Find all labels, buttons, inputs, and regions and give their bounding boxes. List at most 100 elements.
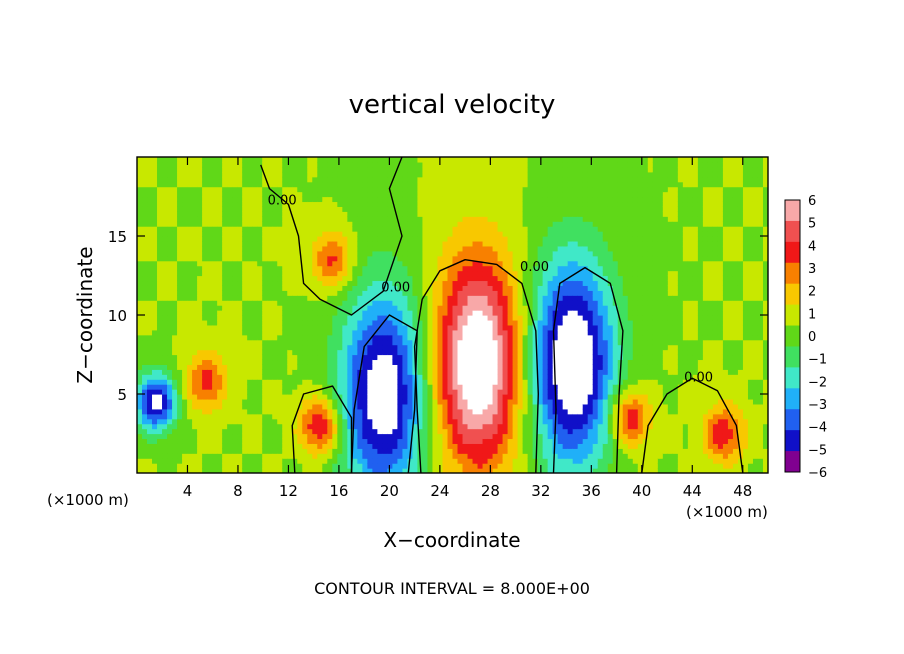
heatmap-cell bbox=[282, 413, 288, 420]
heatmap-cell bbox=[432, 176, 439, 183]
heatmap-cell bbox=[342, 468, 348, 473]
heatmap-cell bbox=[517, 186, 524, 193]
heatmap-cell bbox=[297, 374, 303, 380]
heatmap-cell bbox=[417, 438, 424, 444]
heatmap-cell bbox=[262, 418, 268, 425]
heatmap-cell bbox=[332, 344, 338, 351]
heatmap-cell bbox=[242, 374, 248, 380]
heatmap-cell bbox=[382, 403, 388, 410]
heatmap-cell bbox=[197, 221, 203, 227]
heatmap-cell bbox=[382, 226, 388, 232]
heatmap-cell bbox=[162, 418, 168, 425]
heatmap-cell bbox=[352, 463, 358, 469]
heatmap-cell bbox=[497, 201, 504, 207]
heatmap-cell bbox=[362, 438, 368, 444]
heatmap-cell bbox=[507, 171, 514, 178]
heatmap-cell bbox=[447, 428, 454, 435]
heatmap-cell bbox=[212, 270, 218, 277]
heatmap-cell bbox=[267, 428, 273, 435]
heatmap-cell bbox=[442, 181, 449, 188]
heatmap-cell bbox=[217, 211, 223, 217]
heatmap-cell bbox=[207, 443, 213, 449]
heatmap-cell bbox=[417, 329, 424, 336]
heatmap-cell bbox=[187, 231, 193, 237]
heatmap-cell bbox=[417, 339, 424, 346]
heatmap-cell bbox=[447, 418, 454, 425]
heatmap-cell bbox=[517, 453, 524, 459]
heatmap-cell bbox=[517, 324, 524, 331]
heatmap-cell bbox=[142, 216, 148, 222]
heatmap-cell bbox=[507, 211, 514, 217]
heatmap-cell bbox=[392, 423, 399, 430]
heatmap-cell bbox=[512, 201, 519, 207]
heatmap-cell bbox=[307, 236, 313, 242]
heatmap-cell bbox=[467, 186, 474, 193]
heatmap-cell bbox=[152, 166, 158, 173]
heatmap-cell bbox=[192, 181, 198, 188]
heatmap-cell bbox=[312, 349, 318, 356]
heatmap-cell bbox=[512, 468, 519, 473]
heatmap-cell bbox=[322, 161, 328, 168]
heatmap-cell bbox=[197, 433, 203, 440]
heatmap-cell bbox=[497, 423, 504, 430]
heatmap-cell bbox=[517, 394, 524, 400]
heatmap-cell bbox=[417, 186, 424, 193]
heatmap-cell bbox=[502, 166, 509, 173]
heatmap-cell bbox=[142, 240, 148, 247]
heatmap-cell bbox=[427, 324, 434, 331]
heatmap-cell bbox=[147, 245, 153, 252]
heatmap-cell bbox=[342, 398, 348, 405]
heatmap-cell bbox=[317, 295, 323, 301]
heatmap-cell bbox=[402, 349, 409, 356]
heatmap-cell bbox=[182, 221, 188, 227]
heatmap-cell bbox=[492, 315, 499, 321]
heatmap-cell bbox=[377, 349, 383, 356]
heatmap-cell bbox=[172, 344, 178, 351]
heatmap-cell bbox=[377, 394, 383, 400]
heatmap-cell bbox=[447, 448, 454, 454]
heatmap-cell bbox=[522, 265, 529, 272]
heatmap-cell bbox=[182, 418, 188, 425]
heatmap-cell bbox=[397, 379, 404, 385]
heatmap-cell bbox=[462, 458, 469, 464]
heatmap-cell bbox=[292, 226, 298, 232]
heatmap-cell bbox=[472, 468, 479, 473]
heatmap-cell bbox=[477, 389, 484, 395]
heatmap-cell bbox=[347, 428, 353, 435]
heatmap-cell bbox=[442, 408, 449, 415]
heatmap-cell bbox=[412, 221, 419, 227]
heatmap-cell bbox=[422, 176, 429, 183]
heatmap-cell bbox=[372, 468, 378, 473]
heatmap-cell bbox=[242, 324, 248, 331]
heatmap-cell bbox=[197, 157, 203, 163]
heatmap-cell bbox=[277, 221, 283, 227]
heatmap-cell bbox=[352, 250, 358, 257]
heatmap-cell bbox=[167, 186, 173, 193]
heatmap-cell bbox=[272, 250, 278, 257]
heatmap-cell bbox=[307, 310, 313, 316]
heatmap-cell bbox=[237, 428, 243, 435]
heatmap-cell bbox=[482, 157, 489, 163]
heatmap-cell bbox=[392, 364, 399, 370]
heatmap-cell bbox=[417, 171, 424, 178]
heatmap-cell bbox=[377, 255, 383, 262]
heatmap-cell bbox=[257, 265, 263, 272]
heatmap-cell bbox=[367, 270, 373, 277]
heatmap-cell bbox=[397, 315, 404, 321]
heatmap-cell bbox=[512, 300, 519, 306]
heatmap-cell bbox=[432, 216, 439, 222]
heatmap-cell bbox=[492, 216, 499, 222]
heatmap-cell bbox=[332, 201, 338, 207]
heatmap-cell bbox=[272, 176, 278, 183]
heatmap-cell bbox=[287, 161, 293, 168]
heatmap-cell bbox=[297, 255, 303, 262]
heatmap-cell bbox=[467, 403, 474, 410]
heatmap-cell bbox=[392, 389, 399, 395]
heatmap-cell bbox=[242, 408, 248, 415]
heatmap-cell bbox=[327, 359, 333, 365]
heatmap-cell bbox=[217, 418, 223, 425]
heatmap-cell bbox=[287, 443, 293, 449]
heatmap-cell bbox=[512, 458, 519, 464]
heatmap-cell bbox=[222, 384, 228, 390]
heatmap-cell bbox=[497, 231, 504, 237]
